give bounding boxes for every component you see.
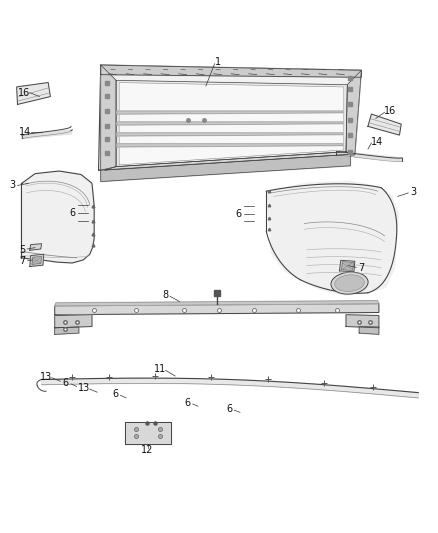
Text: 6: 6 [236,209,242,219]
Text: 11: 11 [154,364,166,374]
Text: 16: 16 [384,106,396,116]
Polygon shape [125,422,171,444]
Text: 3: 3 [9,181,15,190]
Polygon shape [117,111,343,114]
Polygon shape [117,144,343,147]
Polygon shape [342,262,353,270]
Polygon shape [359,327,379,334]
Text: 12: 12 [141,446,154,456]
Polygon shape [42,378,418,398]
Text: 7: 7 [358,263,364,273]
Polygon shape [368,114,401,135]
Polygon shape [99,65,361,170]
Text: 1: 1 [215,57,221,67]
Ellipse shape [335,274,364,292]
Polygon shape [55,304,379,314]
Text: 8: 8 [162,289,169,300]
Polygon shape [21,171,94,263]
Text: 5: 5 [19,245,25,255]
Text: 16: 16 [18,87,31,98]
Polygon shape [117,122,343,125]
Polygon shape [22,130,72,139]
Polygon shape [55,314,92,328]
Text: 14: 14 [19,127,32,136]
Polygon shape [101,65,361,77]
Polygon shape [101,65,116,170]
Polygon shape [119,83,344,165]
Polygon shape [17,83,50,104]
Text: 6: 6 [112,390,118,399]
Polygon shape [105,152,350,170]
Polygon shape [116,80,347,167]
Text: 13: 13 [78,383,91,393]
Text: 14: 14 [371,136,383,147]
Polygon shape [101,155,350,182]
Polygon shape [336,151,402,161]
Polygon shape [339,260,355,272]
Text: 3: 3 [410,187,417,197]
Text: 6: 6 [226,404,232,414]
Text: 13: 13 [40,372,53,382]
Text: 6: 6 [69,208,75,218]
Text: 6: 6 [63,377,69,387]
Polygon shape [346,70,361,155]
Polygon shape [55,327,79,334]
Polygon shape [30,254,44,266]
Ellipse shape [331,272,368,294]
Polygon shape [346,314,379,328]
Polygon shape [32,256,42,264]
Text: 7: 7 [19,256,25,266]
Polygon shape [30,244,42,251]
Polygon shape [117,133,343,136]
Text: 6: 6 [184,398,191,408]
Polygon shape [55,301,379,306]
Polygon shape [266,181,399,295]
